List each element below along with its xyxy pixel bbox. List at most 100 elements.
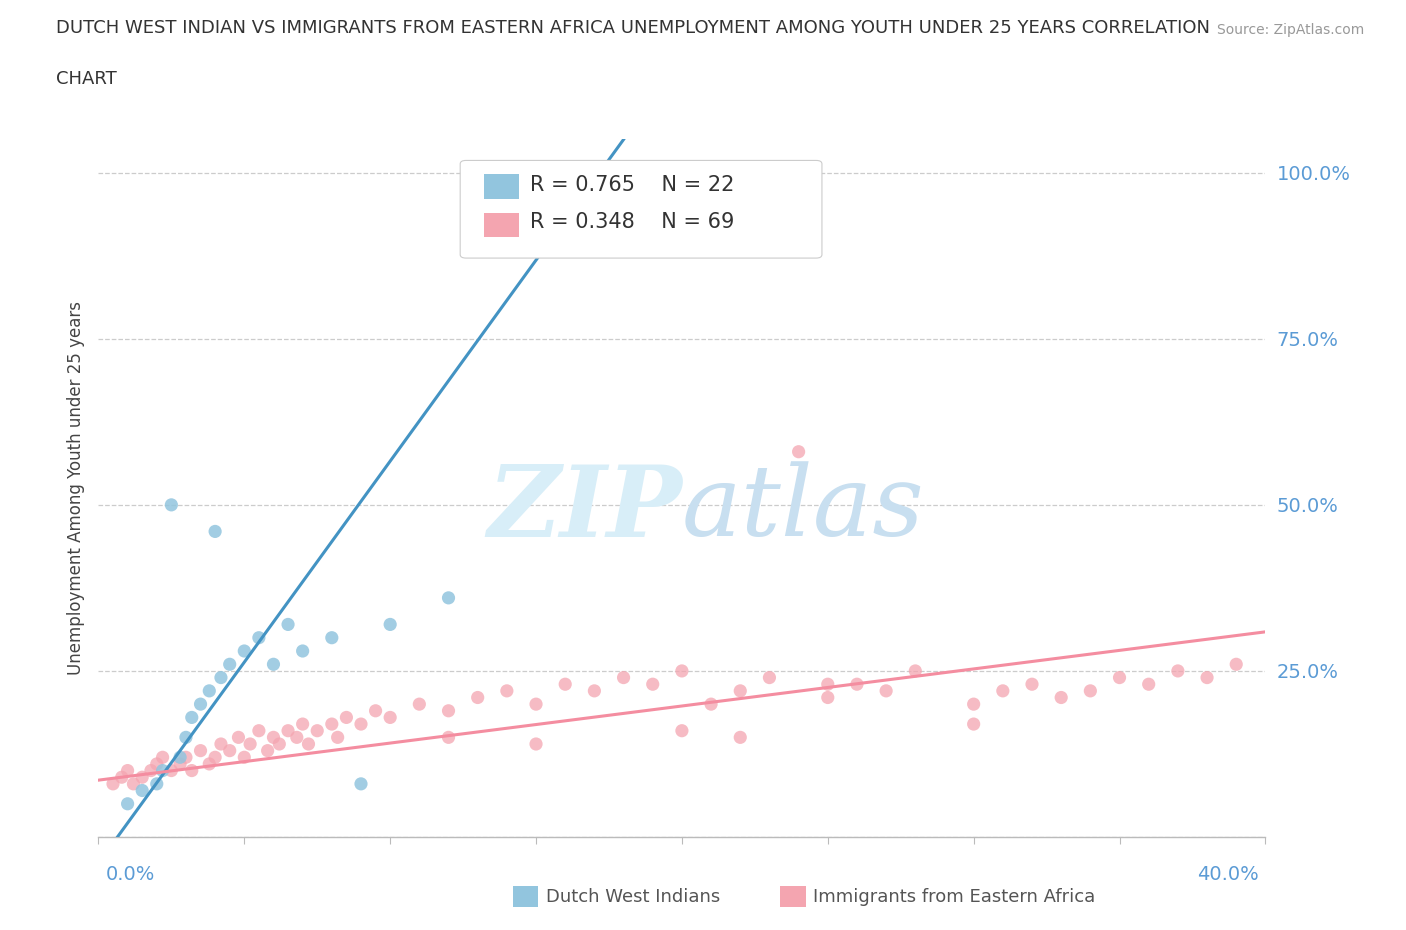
Point (198, 756, 221, 771)
Point (700, 697, 723, 711)
Point (277, 617, 299, 631)
Bar (513, 886, 538, 907)
Text: atlas: atlas (682, 461, 925, 557)
Point (122, 777, 145, 791)
Point (117, 796, 139, 811)
Point (1050, 690, 1073, 705)
Point (524, 697, 547, 711)
Point (233, 644, 256, 658)
Point (256, 743, 278, 758)
Point (364, 703, 387, 718)
Point (152, 750, 174, 764)
Point (350, 777, 373, 791)
Text: DUTCH WEST INDIAN VS IMMIGRANTS FROM EASTERN AFRICA UNEMPLOYMENT AMONG YOUTH UND: DUTCH WEST INDIAN VS IMMIGRANTS FROM EAS… (56, 19, 1211, 36)
Point (1080, 684, 1102, 698)
Text: ZIP: ZIP (486, 461, 682, 557)
Y-axis label: Unemployment Among Youth under 25 years: Unemployment Among Youth under 25 years (66, 301, 84, 675)
Point (641, 677, 664, 692)
Point (247, 724, 270, 738)
Point (467, 690, 489, 705)
Point (269, 737, 291, 751)
Point (291, 717, 314, 732)
Point (247, 631, 270, 645)
Point (350, 717, 373, 732)
Point (612, 671, 634, 685)
Bar (484, 213, 519, 237)
Text: R = 0.348    N = 69: R = 0.348 N = 69 (530, 212, 734, 232)
Point (437, 703, 460, 718)
Point (174, 730, 197, 745)
Point (131, 770, 153, 785)
Point (326, 730, 349, 745)
Point (209, 737, 232, 751)
Point (1021, 677, 1043, 692)
Point (169, 750, 191, 764)
Text: 40.0%: 40.0% (1197, 865, 1258, 884)
Point (190, 697, 212, 711)
Point (817, 677, 839, 692)
Point (437, 591, 460, 605)
Point (239, 737, 262, 751)
Point (146, 777, 169, 791)
Point (1167, 663, 1189, 678)
Point (204, 750, 226, 764)
FancyBboxPatch shape (460, 161, 823, 259)
Point (875, 684, 897, 698)
Point (233, 750, 256, 764)
Point (524, 737, 547, 751)
Point (321, 717, 343, 732)
Point (262, 730, 284, 745)
Point (160, 498, 183, 512)
Point (495, 684, 517, 698)
Point (817, 690, 839, 705)
Point (1108, 671, 1130, 685)
Point (962, 697, 984, 711)
Point (111, 770, 134, 785)
Point (204, 524, 226, 538)
Point (174, 750, 197, 764)
Point (335, 710, 357, 724)
Point (378, 710, 402, 724)
Text: Immigrants from Eastern Africa: Immigrants from Eastern Africa (813, 887, 1095, 906)
Point (671, 663, 693, 678)
Point (160, 764, 183, 778)
Point (758, 671, 780, 685)
Bar (780, 886, 806, 907)
Point (180, 710, 202, 724)
Point (307, 724, 329, 738)
Point (321, 631, 343, 645)
Text: CHART: CHART (56, 70, 117, 87)
Point (728, 684, 751, 698)
Point (146, 756, 169, 771)
Point (228, 730, 250, 745)
Point (198, 684, 221, 698)
Point (131, 783, 153, 798)
Point (1195, 671, 1218, 685)
Text: R = 0.765    N = 22: R = 0.765 N = 22 (530, 175, 734, 195)
Point (117, 764, 139, 778)
Point (297, 737, 319, 751)
Bar (484, 175, 519, 199)
Point (152, 764, 174, 778)
Point (291, 644, 314, 658)
Point (437, 730, 460, 745)
Point (218, 743, 240, 758)
Point (285, 730, 308, 745)
Point (277, 724, 299, 738)
Point (209, 671, 232, 685)
Point (787, 445, 810, 459)
Point (408, 697, 430, 711)
Point (845, 677, 868, 692)
Point (554, 677, 576, 692)
Point (101, 777, 124, 791)
Point (190, 743, 212, 758)
Point (262, 657, 284, 671)
Point (904, 663, 927, 678)
Point (671, 724, 693, 738)
Point (169, 756, 191, 771)
Point (180, 764, 202, 778)
Point (991, 684, 1014, 698)
Point (139, 764, 162, 778)
Point (1137, 677, 1160, 692)
Point (1225, 657, 1247, 671)
